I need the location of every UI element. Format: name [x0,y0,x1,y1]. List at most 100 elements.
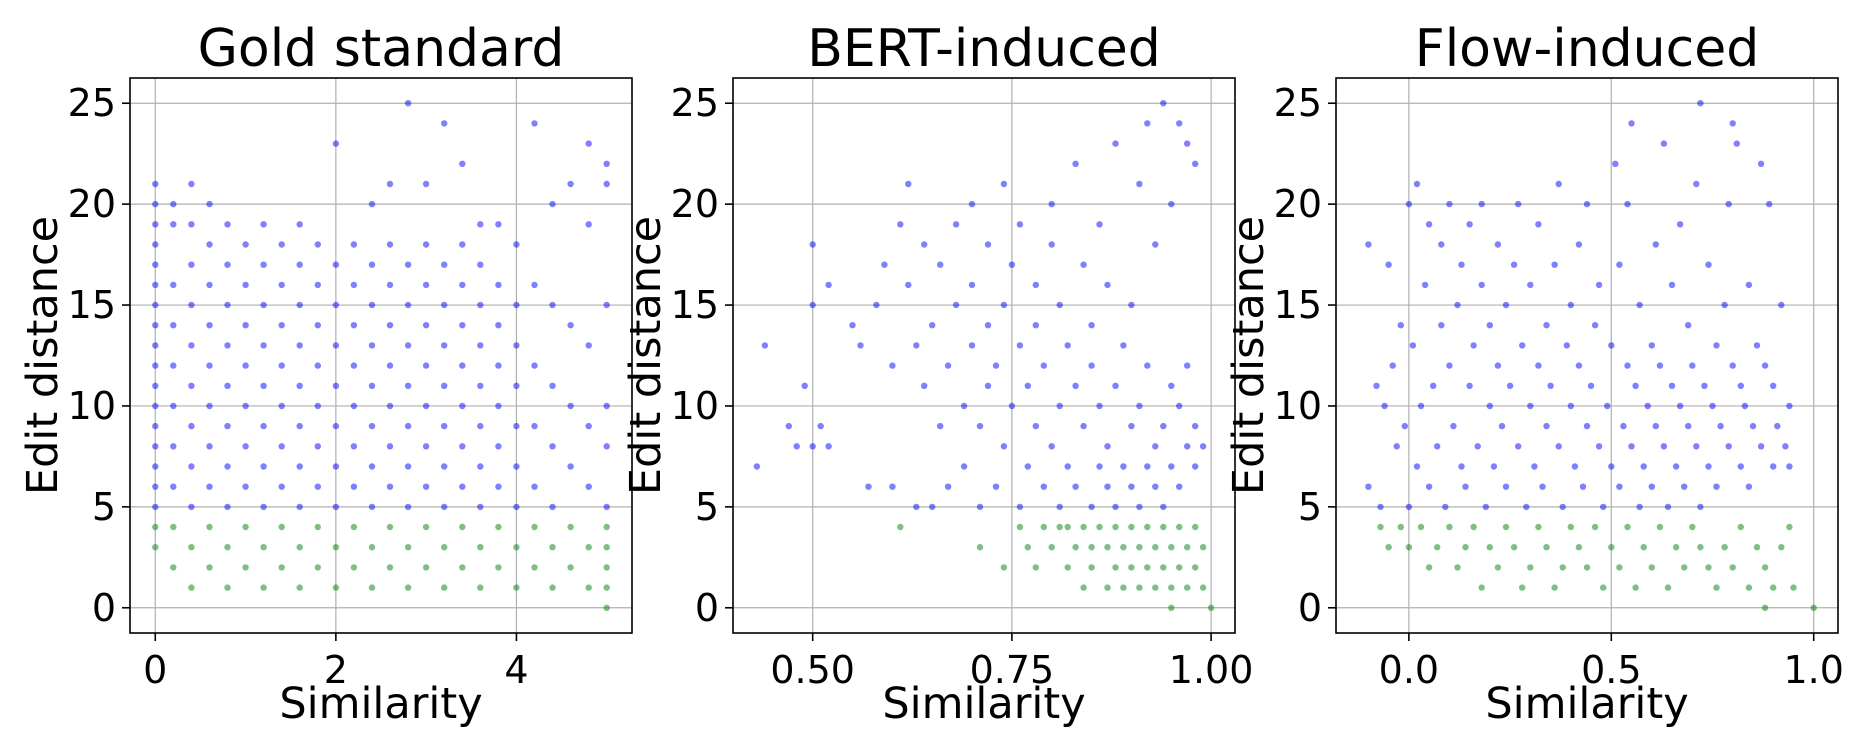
data-point [188,342,195,349]
x-tick-label: 1.00 [1169,648,1254,692]
data-point [278,402,285,410]
data-point [1168,604,1175,611]
data-point [1725,443,1732,450]
data-point [1535,523,1542,531]
data-point [585,544,592,551]
data-point [260,221,267,228]
data-point [1729,362,1736,369]
data-point [224,544,231,551]
data-point [386,402,394,410]
data-point [206,200,213,208]
data-point [913,342,920,349]
data-point [513,382,520,389]
data-point [1745,584,1753,591]
data-point [1136,180,1143,188]
data-point [495,362,502,369]
data-point [278,523,285,531]
data-point [1681,483,1688,490]
data-point [404,463,412,470]
data-point [968,200,976,208]
data-point [1579,483,1587,490]
data-point [386,483,394,490]
data-point [1713,483,1720,490]
data-point [1616,483,1623,490]
data-point [905,281,912,289]
data-point [1632,382,1639,389]
data-point [441,544,448,551]
data-point [1543,544,1550,551]
data-point [1571,463,1579,470]
data-point [1454,564,1461,571]
data-point [1668,382,1676,389]
data-point [495,221,502,228]
data-point [549,301,556,309]
data-point [1810,604,1817,611]
data-point [1660,140,1668,147]
data-point [1636,301,1643,309]
data-point [1644,402,1651,410]
data-point [1567,301,1575,309]
data-point [332,422,340,430]
data-point [1425,221,1433,228]
data-point [386,180,394,188]
data-point [1397,322,1405,329]
data-point [1672,463,1680,470]
data-point [1478,200,1485,208]
data-point [441,422,448,430]
data-point [350,443,358,450]
data-point [477,422,484,430]
data-point [929,503,936,511]
data-point [1612,160,1619,167]
data-point [1733,140,1741,147]
data-point [260,342,267,349]
data-point [459,362,466,369]
data-point [1024,382,1032,389]
data-point [1595,281,1603,289]
data-point [1774,422,1781,430]
y-axis-label: Edit distance [621,216,671,495]
data-point [441,120,448,127]
data-point [1199,584,1207,591]
data-point [585,221,592,228]
data-point [1531,463,1538,470]
data-point [976,503,984,511]
data-point [1458,261,1465,268]
data-point [296,422,303,430]
data-point [206,362,213,369]
data-point [1685,422,1692,430]
data-point [1693,180,1700,188]
data-point [1555,180,1562,188]
data-point [296,544,303,551]
data-point [296,342,303,349]
data-point [992,362,1000,369]
data-point [1697,503,1704,511]
data-point [152,301,159,309]
data-point [224,301,231,309]
data-point [1551,261,1558,268]
data-point [1482,503,1490,511]
data-point [1024,544,1032,551]
data-point [513,422,520,430]
data-point [937,261,944,268]
data-point [1112,382,1119,389]
data-point [1608,463,1615,470]
data-point [1072,544,1079,551]
data-point [1498,422,1506,430]
data-point [386,362,394,369]
data-point [350,322,358,329]
data-point [1640,544,1647,551]
data-point [1502,483,1510,490]
data-point [368,422,376,430]
data-point [1008,261,1016,268]
x-tick-label: 0.0 [1379,648,1439,692]
data-point [495,443,502,450]
data-point [1486,402,1494,410]
data-point [278,362,285,369]
data-point [1401,422,1409,430]
subplot-2: 0.50 0.75 1.00 0 5 10 15 20 25 BERT-induced Simila… [621,19,1253,729]
data-point [1632,584,1639,591]
data-point [1466,382,1473,389]
data-point [1778,301,1785,309]
data-point [1104,281,1111,289]
data-point [459,443,466,450]
